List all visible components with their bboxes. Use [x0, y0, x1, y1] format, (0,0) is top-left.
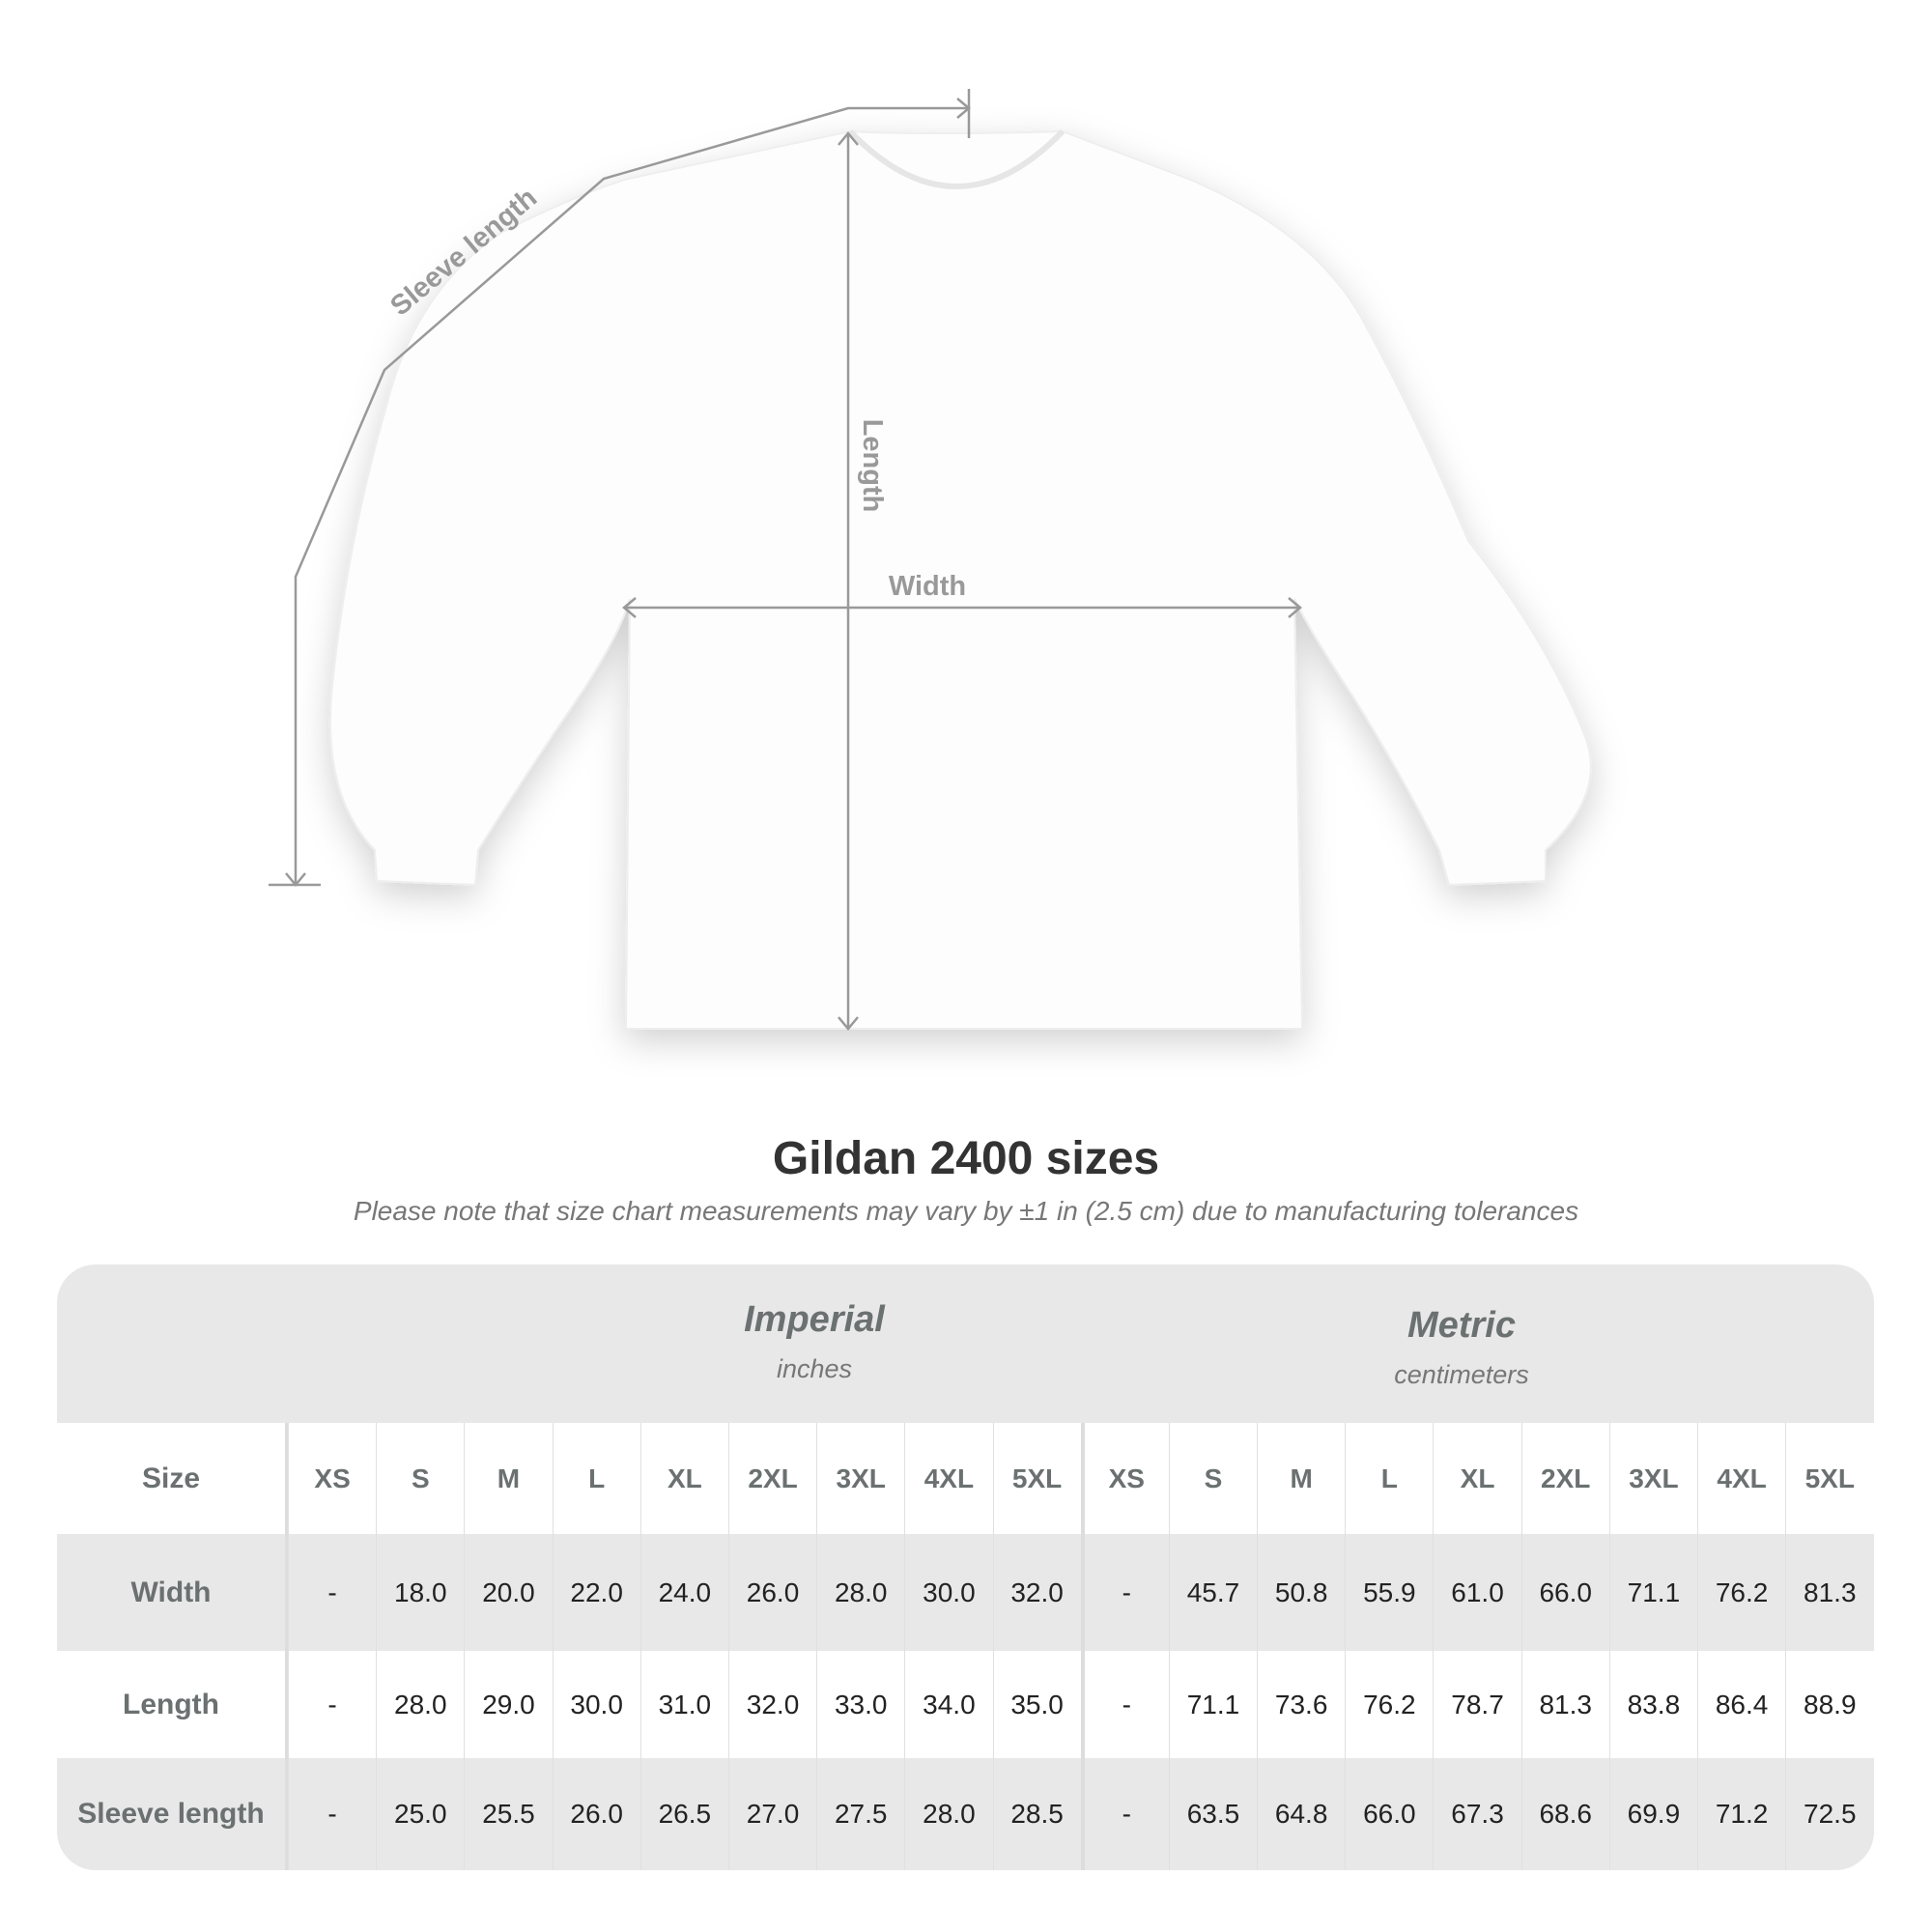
table-row: Width -18.0 20.0 22.0 24.0 26.0 28.0 30.0 32.0-4… [57, 1534, 1874, 1651]
metric-value-cell: 78.7 [1433, 1651, 1520, 1758]
row-label: Width [57, 1534, 288, 1651]
metric-size-3XL: 3XL [1608, 1423, 1697, 1534]
imperial-unit: inches [776, 1354, 853, 1383]
metric-value-cell: 64.8 [1257, 1758, 1345, 1870]
sleeve-length-line [294, 106, 969, 885]
imperial-value-cell: 28.0 [816, 1534, 904, 1651]
metric-size-L: L [1345, 1423, 1433, 1534]
metric-value-cell: 72.5 [1785, 1758, 1873, 1870]
metric-value-cell: 81.3 [1785, 1534, 1873, 1651]
imperial-value-cell: 34.0 [904, 1651, 992, 1758]
row-label: Length [57, 1651, 288, 1758]
imperial-value-cell: 33.0 [816, 1651, 904, 1758]
metric-unit: centimeters [1394, 1360, 1529, 1389]
metric-value-cell: 71.1 [1168, 1651, 1257, 1758]
imperial-size-3XL: 3XL [816, 1423, 904, 1534]
row-label: Sleeve length [57, 1758, 288, 1870]
metric-value-cell: 68.6 [1520, 1758, 1609, 1870]
metric-size-2XL: 2XL [1520, 1423, 1609, 1534]
imperial-size-S: S [376, 1423, 464, 1534]
imperial-value-cell: 28.5 [992, 1758, 1081, 1870]
metric-value-cell: 45.7 [1168, 1534, 1257, 1651]
imperial-size-M: M [464, 1423, 552, 1534]
imperial-size-4XL: 4XL [904, 1423, 992, 1534]
imperial-size-5XL: 5XL [992, 1423, 1081, 1534]
imperial-value-cell: 32.0 [727, 1651, 816, 1758]
imperial-value-cell: 22.0 [552, 1534, 640, 1651]
unit-header: Imperial inches Metric centimeters [57, 1264, 1874, 1423]
size-table: Imperial inches Metric centimeters Size X… [57, 1264, 1874, 1870]
width-label: Width [889, 571, 966, 602]
metric-value-cell: 86.4 [1697, 1651, 1785, 1758]
imperial-value-cell: 32.0 [992, 1534, 1081, 1651]
tolerance-note: Please note that size chart measurements… [353, 1196, 1579, 1226]
imperial-size-L: L [552, 1423, 640, 1534]
metric-value-cell: 71.2 [1697, 1758, 1785, 1870]
imperial-value-cell: - [288, 1758, 376, 1870]
imperial-value-cell: 25.0 [376, 1758, 464, 1870]
imperial-value-cell: 30.0 [552, 1651, 640, 1758]
imperial-header: Imperial inches [380, 1299, 1249, 1384]
table-row: Length -28.0 29.0 30.0 31.0 32.0 33.0 34.0 35.0-… [57, 1651, 1874, 1758]
metric-value-cell: - [1080, 1651, 1169, 1758]
metric-value-cell: 55.9 [1345, 1534, 1433, 1651]
imperial-value-cell: 27.0 [727, 1758, 816, 1870]
shirt-diagram: Sleeve length Length Width [269, 89, 1592, 1031]
imperial-value-cell: 24.0 [639, 1534, 728, 1651]
page-title: Gildan 2400 sizes [772, 1133, 1160, 1184]
metric-value-cell: - [1080, 1758, 1169, 1870]
metric-value-cell: 61.0 [1433, 1534, 1520, 1651]
metric-value-cell: 71.1 [1608, 1534, 1697, 1651]
metric-value-cell: 50.8 [1257, 1534, 1345, 1651]
imperial-value-cell: 28.0 [376, 1651, 464, 1758]
metric-value-cell: 66.0 [1520, 1534, 1609, 1651]
metric-header: Metric centimeters [1027, 1305, 1874, 1390]
metric-size-4XL: 4XL [1697, 1423, 1785, 1534]
imperial-value-cell: 26.5 [639, 1758, 728, 1870]
metric-value-cell: 88.9 [1785, 1651, 1873, 1758]
imperial-title: Imperial [744, 1299, 885, 1340]
metric-value-cell: 76.2 [1345, 1651, 1433, 1758]
imperial-value-cell: - [288, 1651, 376, 1758]
metric-value-cell: 81.3 [1520, 1651, 1609, 1758]
imperial-size-XL: XL [639, 1423, 728, 1534]
imperial-value-cell: 27.5 [816, 1758, 904, 1870]
metric-value-cell: 73.6 [1257, 1651, 1345, 1758]
metric-size-M: M [1257, 1423, 1345, 1534]
imperial-value-cell: 29.0 [464, 1651, 552, 1758]
imperial-value-cell: 25.5 [464, 1758, 552, 1870]
metric-size-XL: XL [1433, 1423, 1520, 1534]
table-row: Sleeve length -25.0 25.5 26.0 26.5 27.0 27.5 28… [57, 1758, 1874, 1870]
imperial-value-cell: 30.0 [904, 1534, 992, 1651]
metric-value-cell: 67.3 [1433, 1758, 1520, 1870]
imperial-value-cell: 20.0 [464, 1534, 552, 1651]
long-sleeve-shirt-image [328, 128, 1592, 1030]
imperial-value-cell: 18.0 [376, 1534, 464, 1651]
metric-size-S: S [1168, 1423, 1257, 1534]
metric-value-cell: 83.8 [1608, 1651, 1697, 1758]
imperial-value-cell: 28.0 [904, 1758, 992, 1870]
imperial-size-2XL: 2XL [727, 1423, 816, 1534]
length-label: Length [857, 419, 888, 513]
metric-value-cell: 63.5 [1168, 1758, 1257, 1870]
size-header-row: Size XS S M L XL 2XL 3XL 4XL 5XL XS S M L XL 2XL 3XL 4XL 5… [57, 1423, 1874, 1534]
imperial-value-cell: 31.0 [639, 1651, 728, 1758]
imperial-value-cell: 26.0 [552, 1758, 640, 1870]
imperial-value-cell: 26.0 [727, 1534, 816, 1651]
imperial-value-cell: - [288, 1534, 376, 1651]
imperial-size-XS: XS [288, 1423, 376, 1534]
metric-value-cell: 66.0 [1345, 1758, 1433, 1870]
metric-title: Metric [1407, 1305, 1516, 1346]
imperial-value-cell: 35.0 [992, 1651, 1081, 1758]
measurement-lines [269, 89, 1302, 1031]
metric-value-cell: 69.9 [1608, 1758, 1697, 1870]
metric-size-5XL: 5XL [1785, 1423, 1873, 1534]
size-label: Size [57, 1423, 288, 1534]
metric-value-cell: 76.2 [1697, 1534, 1785, 1651]
metric-size-XS: XS [1080, 1423, 1169, 1534]
metric-value-cell: - [1080, 1534, 1169, 1651]
